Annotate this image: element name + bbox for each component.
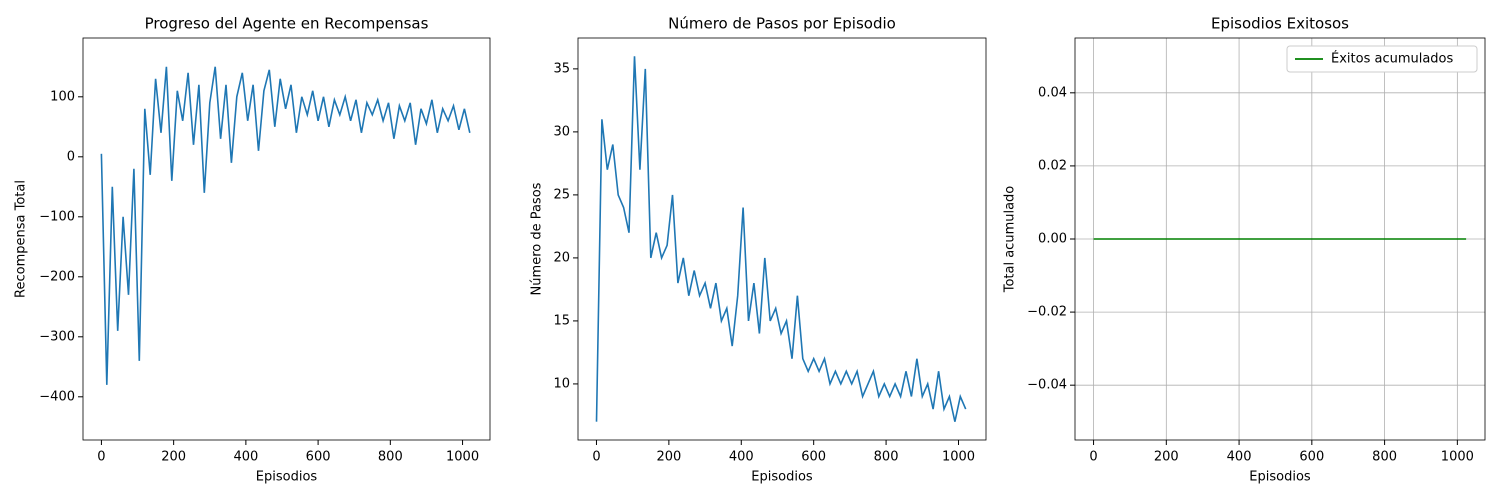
x-axis-label: Episodios: [256, 470, 318, 485]
x-tick-label: 600: [1299, 450, 1324, 465]
y-tick-label: 15: [553, 313, 570, 328]
y-tick-label: −400: [39, 389, 75, 404]
x-tick-label: 800: [1372, 450, 1397, 465]
x-tick-label: 600: [306, 450, 331, 465]
y-tick-label: 10: [553, 376, 570, 391]
legend: Éxitos acumulados: [1286, 45, 1478, 73]
y-tick-label: −300: [39, 329, 75, 344]
x-tick-label: 400: [729, 450, 754, 465]
chart-title: Progreso del Agente en Recompensas: [145, 15, 429, 33]
x-tick-label: 1000: [1441, 450, 1474, 465]
legend-label: Éxitos acumulados: [1331, 51, 1454, 67]
y-axis-label: Número de Pasos: [530, 182, 545, 295]
y-axis-label: Recompensa Total: [14, 180, 29, 298]
y-tick-label: 20: [553, 250, 570, 265]
y-tick-label: 25: [553, 187, 570, 202]
x-tick-label: 0: [592, 450, 600, 465]
x-tick-label: 0: [1089, 450, 1097, 465]
axes-frame: [577, 37, 987, 441]
y-tick-label: 0: [67, 149, 75, 164]
x-tick-label: 1000: [942, 450, 975, 465]
chart-title: Número de Pasos por Episodio: [668, 15, 896, 33]
y-tick-label: 0.04: [1038, 85, 1067, 100]
x-tick-label: 200: [656, 450, 681, 465]
data-line: [100, 66, 471, 385]
legend-box: [1286, 45, 1478, 73]
y-tick-label: 35: [553, 61, 570, 76]
x-tick-label: 200: [161, 450, 186, 465]
x-tick-label: 800: [874, 450, 899, 465]
x-tick-label: 400: [233, 450, 258, 465]
y-tick-label: −0.04: [1027, 378, 1067, 393]
y-tick-label: −200: [39, 269, 75, 284]
y-tick-label: −100: [39, 209, 75, 224]
y-tick-label: 30: [553, 124, 570, 139]
x-tick-label: 600: [801, 450, 826, 465]
x-axis-label: Episodios: [751, 470, 813, 485]
data-line: [595, 56, 967, 422]
y-tick-label: 0.02: [1038, 158, 1067, 173]
x-tick-label: 400: [1227, 450, 1252, 465]
y-tick-label: 0.00: [1038, 232, 1067, 247]
y-tick-label: −0.02: [1027, 305, 1067, 320]
chart-title: Episodios Exitosos: [1211, 15, 1349, 33]
x-tick-label: 800: [378, 450, 403, 465]
axes-frame: [82, 37, 491, 441]
x-tick-label: 1000: [446, 450, 479, 465]
y-axis-label: Total acumulado: [1003, 186, 1018, 294]
axes-frame: [1074, 37, 1486, 441]
x-tick-label: 0: [97, 450, 105, 465]
y-tick-label: 100: [50, 89, 75, 104]
x-tick-label: 200: [1154, 450, 1179, 465]
x-axis-label: Episodios: [1249, 470, 1311, 485]
